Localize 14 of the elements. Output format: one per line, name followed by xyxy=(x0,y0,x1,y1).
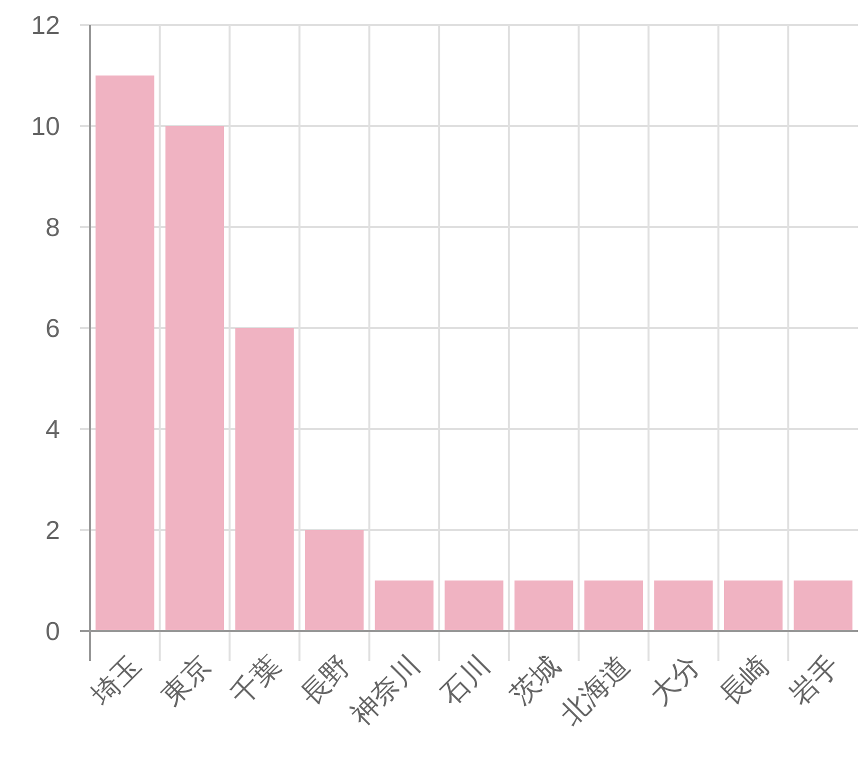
y-tick-label: 8 xyxy=(46,212,60,242)
y-tick-label: 0 xyxy=(46,616,60,646)
x-tick-label: 長崎 xyxy=(714,649,776,711)
y-tick-label: 2 xyxy=(46,515,60,545)
x-tick-label: 大分 xyxy=(644,649,706,711)
y-tick-label: 12 xyxy=(31,10,60,40)
x-tick-label: 岩手 xyxy=(783,649,845,711)
x-tick-label: 千葉 xyxy=(224,649,286,711)
x-tick-label: 埼玉 xyxy=(84,649,147,712)
y-tick-label: 6 xyxy=(46,313,60,343)
y-tick-label: 10 xyxy=(31,111,60,141)
x-tick-label: 石川 xyxy=(434,649,496,711)
y-tick-label: 4 xyxy=(46,414,60,444)
x-tick-label: 東京 xyxy=(155,649,217,711)
